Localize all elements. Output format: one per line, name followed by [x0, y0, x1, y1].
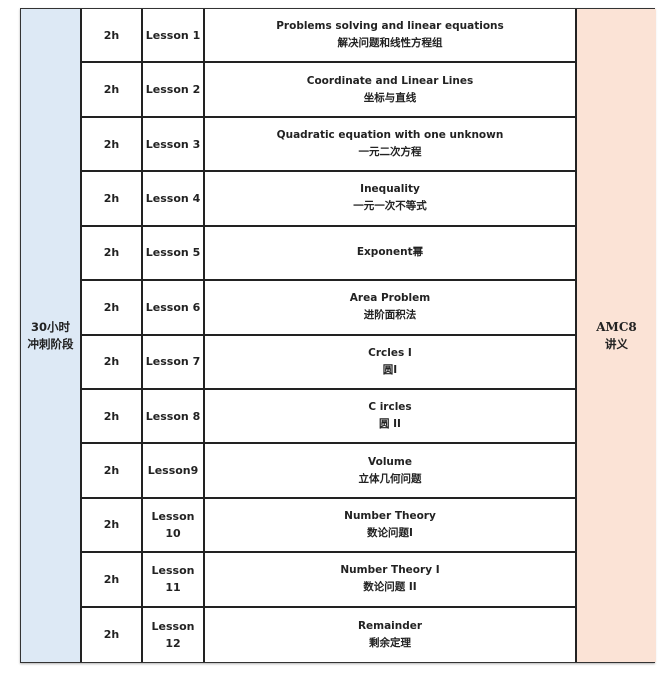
topic-cell: Quadratic equation with one unknown 一元二次方… — [205, 117, 575, 173]
hours-text: 2h — [103, 137, 120, 151]
topic-english: C ircles — [368, 401, 412, 414]
lesson-cell: Lesson 1 — [143, 9, 205, 64]
lesson-text: Lesson 4 — [145, 191, 201, 205]
topic-english: Number Theory — [344, 509, 436, 522]
lesson-text: Lesson 8 — [145, 409, 201, 423]
hours-text: 2h — [103, 300, 120, 314]
lesson-text: Lesson 5 — [145, 246, 201, 260]
topic-english: Inequality — [360, 183, 420, 196]
topic-english: Exponent幂 — [356, 246, 424, 259]
stage-label-line2: 冲刺阶段 — [27, 336, 74, 351]
hours-text: 2h — [103, 355, 120, 369]
lesson-cell: Lesson9 — [143, 444, 205, 499]
topic-cell: Volume 立体几何问题 — [205, 444, 575, 499]
lesson-cell: Lesson 10 — [143, 498, 205, 554]
topic-cell: Inequality 一元一次不等式 — [205, 172, 575, 227]
hours-cell: 2h — [82, 9, 143, 64]
hours-text: 2h — [103, 464, 120, 478]
lesson-cell: Lesson 11 — [143, 553, 205, 608]
hours-cell: 2h — [82, 389, 143, 445]
lesson-cell: Lesson 8 — [143, 389, 205, 445]
lesson-cell: Lesson 6 — [143, 281, 205, 336]
topic-cell: Problems solving and linear equations 解决问… — [205, 9, 575, 64]
hours-cell: 2h — [82, 444, 143, 499]
lesson-text: Lesson 3 — [145, 137, 201, 151]
hours-text: 2h — [103, 518, 120, 532]
lesson-cell: Lesson 5 — [143, 226, 205, 282]
topic-chinese: 立体几何问题 — [358, 472, 422, 485]
hours-text: 2h — [103, 246, 120, 260]
lesson-text: Lesson 7 — [145, 355, 201, 369]
hours-text: 2h — [103, 191, 120, 205]
topic-chinese: 数论问题 II — [363, 581, 417, 594]
lesson-text: Lesson 11 — [151, 564, 195, 595]
topic-english: Volume — [368, 455, 412, 468]
topic-chinese: 圆I — [382, 363, 398, 376]
lesson-cell: Lesson 7 — [143, 335, 205, 390]
hours-text: 2h — [103, 628, 120, 642]
hours-text: 2h — [103, 83, 120, 97]
topic-chinese: 解决问题和线性方程组 — [337, 37, 443, 50]
hours-text: 2h — [103, 572, 120, 586]
topic-chinese: 圆 II — [379, 418, 401, 431]
lesson-text: Lesson 1 — [145, 28, 201, 42]
topic-cell: Remainder 剩余定理 — [205, 607, 575, 662]
topic-chinese: 坐标与直线 — [363, 91, 417, 104]
topic-chinese: 一元二次方程 — [358, 146, 422, 159]
topic-english: Quadratic equation with one unknown — [276, 129, 504, 142]
topic-cell: C ircles 圆 II — [205, 389, 575, 445]
hours-cell: 2h — [82, 63, 143, 118]
topic-english: Number Theory I — [340, 564, 440, 577]
lesson-text: Lesson 6 — [145, 300, 201, 314]
topic-cell: Crcles I 圆I — [205, 335, 575, 390]
lesson-cell: Lesson 4 — [143, 172, 205, 227]
hours-cell: 2h — [82, 335, 143, 390]
hours-cell: 2h — [82, 172, 143, 227]
hours-cell: 2h — [82, 553, 143, 608]
material-label-line1: AMC8 — [596, 319, 637, 334]
hours-text: 2h — [103, 28, 120, 42]
lesson-text: Lesson 2 — [145, 83, 201, 97]
hours-cell: 2h — [82, 226, 143, 282]
topic-cell: Exponent幂 — [205, 226, 575, 282]
lesson-cell: Lesson 2 — [143, 63, 205, 118]
hours-cell: 2h — [82, 607, 143, 662]
lesson-text: Lesson9 — [147, 464, 199, 478]
topic-english: Area Problem — [349, 292, 431, 305]
topic-cell: Area Problem 进阶面积法 — [205, 281, 575, 336]
stage-label-line1: 30小时 — [30, 319, 70, 334]
lesson-cell: Lesson 12 — [143, 607, 205, 662]
material-label-line2: 讲义 — [605, 336, 628, 351]
topic-cell: Number Theory 数论问题I — [205, 498, 575, 554]
hours-cell: 2h — [82, 281, 143, 336]
hours-cell: 2h — [82, 498, 143, 554]
lesson-text: Lesson 10 — [151, 509, 195, 540]
topic-english: Remainder — [357, 619, 423, 632]
topic-english: Problems solving and linear equations — [276, 20, 504, 33]
hours-cell: 2h — [82, 117, 143, 173]
lesson-text: Lesson 12 — [151, 619, 195, 650]
hours-text: 2h — [103, 409, 120, 423]
topic-cell: Number Theory I 数论问题 II — [205, 553, 575, 608]
topic-cell: Coordinate and Linear Lines 坐标与直线 — [205, 63, 575, 118]
topic-chinese: 剩余定理 — [369, 636, 411, 649]
topic-chinese: 一元一次不等式 — [353, 200, 427, 213]
lesson-cell: Lesson 3 — [143, 117, 205, 173]
material-label-cell: AMC8 讲义 — [575, 9, 656, 662]
topic-english: Coordinate and Linear Lines — [306, 74, 474, 87]
stage-label-cell: 30小时 冲刺阶段 — [21, 9, 82, 662]
topic-chinese: 数论问题I — [367, 526, 413, 539]
course-schedule-table: 30小时 冲刺阶段 AMC8 讲义 2h Lesson 1 Problems sol… — [20, 8, 656, 663]
topic-english: Crcles I — [368, 346, 412, 359]
topic-chinese: 进阶面积法 — [363, 309, 417, 322]
